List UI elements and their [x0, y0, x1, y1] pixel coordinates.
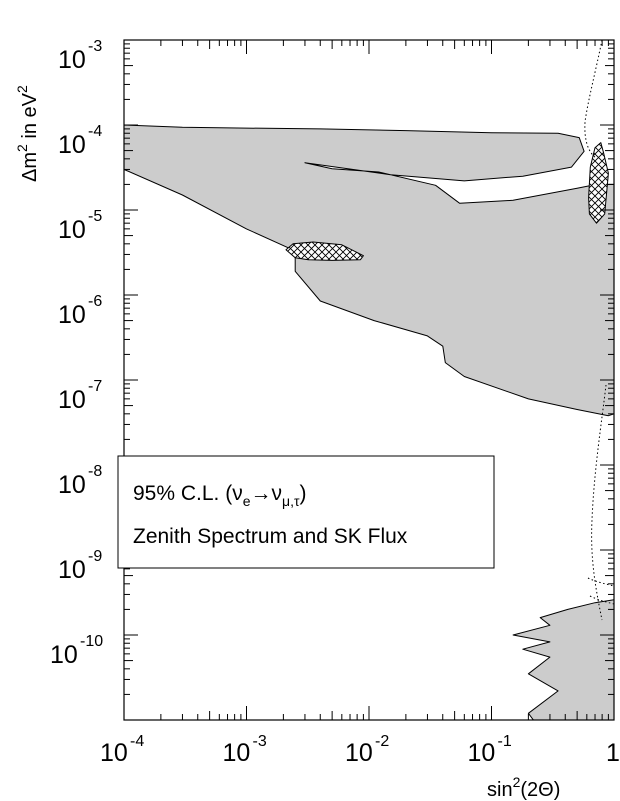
y-tick-label-2: 10 — [58, 216, 86, 244]
y-tick-exponent-0: -3 — [88, 38, 102, 55]
legend-box — [117, 455, 495, 569]
legend: 95% C.L. (νe→νμ,τ) Zenith Spectrum and S… — [117, 455, 495, 569]
x-tick-label-3: 10 — [468, 739, 496, 767]
y-tick-exponent-1: -4 — [88, 123, 102, 140]
region-2 — [285, 241, 364, 261]
x-tick-exponent-2: -2 — [375, 733, 389, 750]
x-tick-exponent-1: -3 — [253, 733, 267, 750]
region-3 — [588, 142, 609, 224]
y-tick-label-7: 10 — [50, 641, 78, 669]
legend-line-1: 95% C.L. (νe→νμ,τ) — [133, 482, 307, 509]
y-tick-labels: 10-310-410-510-610-710-810-910-10 — [50, 38, 103, 669]
regions-layer — [124, 124, 614, 720]
dotted-contour-2 — [591, 384, 607, 621]
x-tick-labels: 10 -4 10 -3 10 -2 10 -1 1 — [100, 733, 620, 767]
dotted-contour-1 — [584, 40, 603, 159]
x-tick-label-4: 1 — [606, 739, 620, 767]
y-tick-label-5: 10 — [58, 471, 86, 499]
dotted-contour-3 — [587, 577, 614, 605]
x-axis-label: sin2(2Θ) — [487, 774, 560, 801]
axis-ticks — [123, 40, 614, 721]
x-tick-label-2: 10 — [345, 739, 373, 767]
dotted-contours — [584, 40, 614, 621]
x-tick-label-0: 10 — [100, 739, 128, 767]
y-tick-exponent-7: -10 — [80, 633, 103, 650]
y-tick-exponent-2: -5 — [88, 208, 102, 225]
svg-text:Δm2 in eV2: Δm2 in eV2 — [14, 85, 41, 182]
region-1 — [512, 599, 614, 720]
y-tick-exponent-4: -7 — [88, 378, 102, 395]
region-0 — [124, 124, 614, 417]
y-axis-label: Δm2 in eV2 — [14, 85, 41, 182]
y-tick-exponent-6: -9 — [88, 548, 102, 565]
x-tick-label-1: 10 — [223, 739, 251, 767]
legend-line-2: Zenith Spectrum and SK Flux — [133, 525, 408, 548]
x-tick-exponent-3: -1 — [498, 733, 512, 750]
y-tick-exponent-5: -8 — [88, 463, 102, 480]
y-tick-label-4: 10 — [58, 386, 86, 414]
y-tick-label-6: 10 — [58, 556, 86, 584]
x-tick-exponent-0: -4 — [130, 733, 144, 750]
y-tick-label-3: 10 — [58, 301, 86, 329]
y-tick-label-0: 10 — [58, 46, 86, 74]
y-tick-exponent-3: -6 — [88, 293, 102, 310]
y-tick-label-1: 10 — [58, 131, 86, 159]
